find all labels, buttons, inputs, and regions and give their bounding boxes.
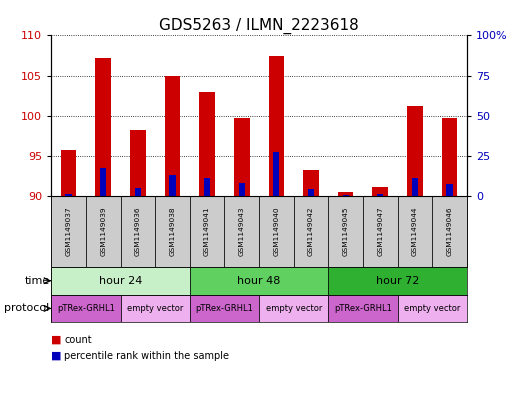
Text: ■: ■ <box>51 351 62 361</box>
Bar <box>372 187 388 196</box>
Bar <box>363 196 398 267</box>
Bar <box>293 196 328 267</box>
Bar <box>239 183 245 196</box>
Text: hour 24: hour 24 <box>99 276 142 286</box>
Text: GSM1149043: GSM1149043 <box>239 207 245 256</box>
Text: hour 72: hour 72 <box>376 276 419 286</box>
Bar <box>225 196 259 267</box>
Text: GSM1149040: GSM1149040 <box>273 207 280 257</box>
Text: GSM1149036: GSM1149036 <box>135 207 141 256</box>
Bar <box>412 178 418 196</box>
Bar <box>190 267 328 295</box>
Bar <box>190 295 259 322</box>
Text: GSM1149044: GSM1149044 <box>412 207 418 256</box>
Bar <box>343 195 349 196</box>
Bar <box>398 196 432 267</box>
Text: pTRex-GRHL1: pTRex-GRHL1 <box>57 304 115 313</box>
Text: ■: ■ <box>51 335 62 345</box>
Bar <box>51 267 190 295</box>
Bar <box>432 196 467 267</box>
Bar <box>51 196 86 267</box>
Text: protocol: protocol <box>4 303 50 314</box>
Bar <box>442 118 457 196</box>
Text: GSM1149038: GSM1149038 <box>169 207 175 257</box>
Text: GSM1149047: GSM1149047 <box>377 207 383 257</box>
Bar <box>303 170 319 196</box>
Bar <box>234 118 249 196</box>
Text: empty vector: empty vector <box>266 304 322 313</box>
Bar <box>269 55 284 196</box>
Text: count: count <box>64 335 92 345</box>
Text: GSM1149046: GSM1149046 <box>446 207 452 256</box>
Bar <box>121 196 155 267</box>
Bar <box>308 189 314 196</box>
Text: GSM1149041: GSM1149041 <box>204 207 210 257</box>
Text: empty vector: empty vector <box>127 304 183 313</box>
Bar <box>259 295 328 322</box>
Bar <box>165 75 180 196</box>
Bar <box>51 295 121 322</box>
Bar <box>273 152 280 196</box>
Text: GSM1149037: GSM1149037 <box>66 207 72 257</box>
Bar <box>204 178 210 196</box>
Text: GSM1149042: GSM1149042 <box>308 207 314 257</box>
Text: empty vector: empty vector <box>404 304 460 313</box>
Bar <box>95 58 111 196</box>
Title: GDS5263 / ILMN_2223618: GDS5263 / ILMN_2223618 <box>159 18 359 34</box>
Bar <box>338 193 353 196</box>
Bar <box>121 295 190 322</box>
Text: percentile rank within the sample: percentile rank within the sample <box>64 351 229 361</box>
Bar <box>328 196 363 267</box>
Bar <box>169 176 175 196</box>
Text: hour 48: hour 48 <box>238 276 281 286</box>
Bar <box>407 106 423 196</box>
Bar <box>155 196 190 267</box>
Bar <box>66 194 72 196</box>
Bar <box>328 267 467 295</box>
Bar <box>446 184 452 196</box>
Bar <box>86 196 121 267</box>
Text: time: time <box>24 276 50 286</box>
Bar <box>259 196 293 267</box>
Bar <box>135 188 141 196</box>
Text: pTRex-GRHL1: pTRex-GRHL1 <box>195 304 253 313</box>
Text: GSM1149045: GSM1149045 <box>343 207 349 256</box>
Bar <box>377 194 383 196</box>
Bar <box>200 92 215 196</box>
Text: GSM1149039: GSM1149039 <box>100 207 106 257</box>
Bar <box>100 168 106 196</box>
Bar <box>61 150 76 196</box>
Text: pTRex-GRHL1: pTRex-GRHL1 <box>334 304 392 313</box>
Bar <box>130 130 146 196</box>
Bar <box>398 295 467 322</box>
Bar <box>190 196 225 267</box>
Bar <box>328 295 398 322</box>
